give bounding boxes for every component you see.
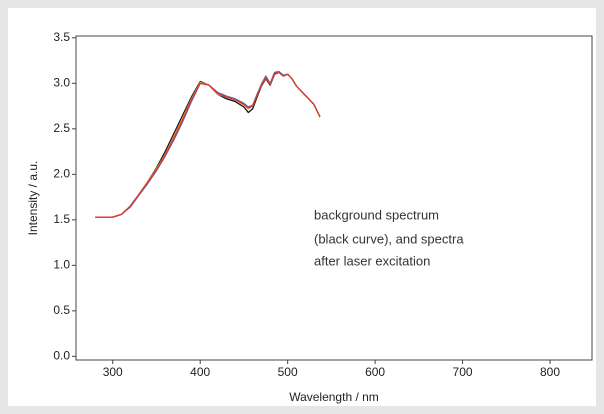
y-tick-label: 1.0: [53, 258, 70, 272]
plot-frame: [75, 35, 593, 361]
y-tick-label: 3.0: [53, 75, 70, 89]
y-axis-title: Intensity / a.u.: [26, 161, 40, 236]
y-tick-label: 2.5: [53, 121, 70, 135]
annotation: background spectrum: [314, 207, 439, 222]
y-tick-label: 0.0: [53, 349, 70, 363]
annotation: after laser excitation: [314, 253, 430, 268]
y-tick-label: 1.5: [53, 212, 70, 226]
y-tick-label: 2.0: [53, 167, 70, 181]
x-tick-label: 300: [103, 365, 123, 379]
y-tick-label: 3.5: [53, 30, 70, 44]
panel: [8, 8, 596, 406]
x-tick-label: 800: [540, 365, 560, 379]
x-tick-label: 400: [190, 365, 210, 379]
x-tick-label: 700: [453, 365, 473, 379]
x-axis-title: Wavelength / nm: [289, 390, 379, 404]
annotation: (black curve), and spectra: [314, 231, 464, 246]
x-tick-label: 500: [278, 365, 298, 379]
y-tick-label: 0.5: [53, 303, 70, 317]
x-tick-label: 600: [365, 365, 385, 379]
series-line: [95, 71, 321, 218]
